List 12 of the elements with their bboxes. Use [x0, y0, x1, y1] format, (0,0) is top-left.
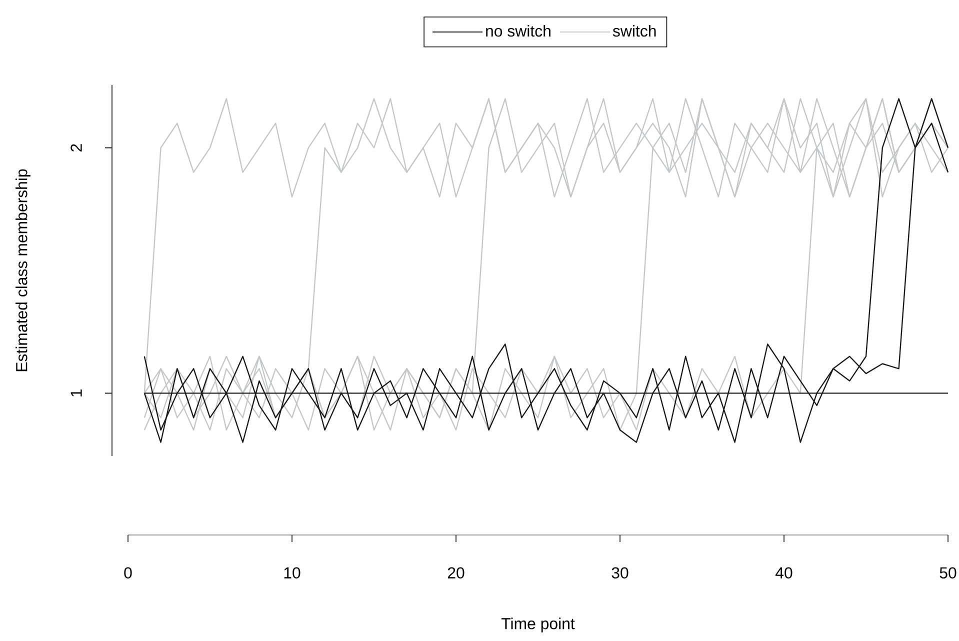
y-tick-label: 2	[70, 144, 82, 152]
x-axis-title: Time point	[501, 618, 575, 632]
x-tick-label: 0	[124, 567, 132, 578]
x-tick-label: 30	[612, 567, 628, 578]
x-tick-label: 40	[776, 567, 792, 578]
x-tick-label: 20	[448, 567, 464, 578]
x-tick-label: 10	[284, 567, 300, 578]
y-tick-label: 1	[70, 390, 82, 396]
legend-label: switch	[612, 24, 656, 37]
y-axis-title: Estimated class membership	[16, 169, 30, 372]
legend-label: no switch	[486, 24, 550, 37]
x-tick-label: 50	[940, 567, 956, 578]
